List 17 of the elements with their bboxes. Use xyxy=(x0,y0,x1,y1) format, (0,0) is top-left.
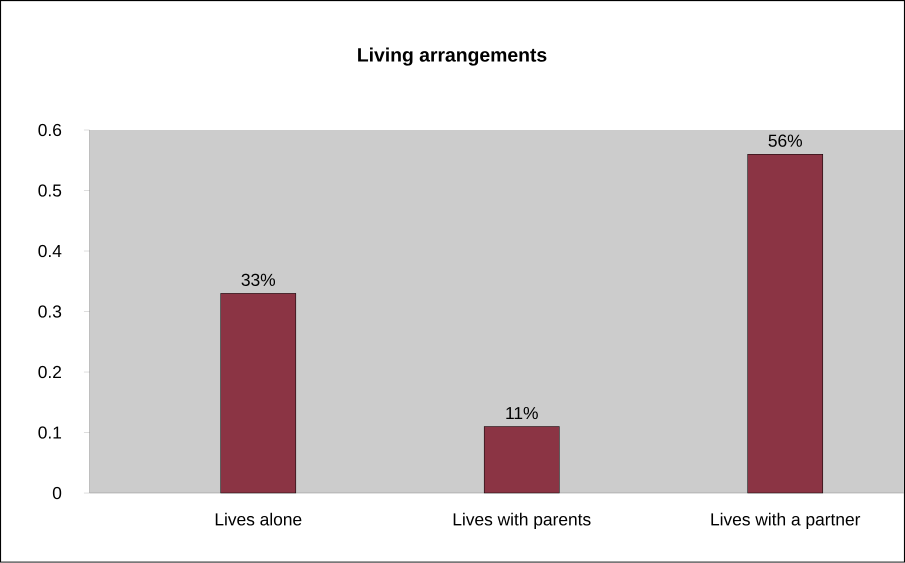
y-tick-label: 0.1 xyxy=(38,426,62,439)
x-tick-label: Lives alone xyxy=(216,512,302,526)
bar xyxy=(484,426,560,494)
y-tick-label: 0 xyxy=(52,487,62,500)
x-tick-label: Lives with a partner xyxy=(711,512,860,530)
bar xyxy=(747,154,824,494)
data-label: 11% xyxy=(506,407,538,420)
bar xyxy=(220,293,296,494)
chart-title: Living arrangements xyxy=(358,48,546,66)
y-tick-label: 0.4 xyxy=(38,245,62,258)
y-tick-label: 0.3 xyxy=(38,306,62,318)
y-tick-label: 0.5 xyxy=(38,184,62,197)
y-tick-label: 0.2 xyxy=(38,366,61,378)
x-tick-label: Lives with parents xyxy=(454,512,591,530)
y-tick-label: 0.6 xyxy=(38,124,62,136)
data-label: 33% xyxy=(242,274,276,286)
data-label: 56% xyxy=(768,134,802,147)
